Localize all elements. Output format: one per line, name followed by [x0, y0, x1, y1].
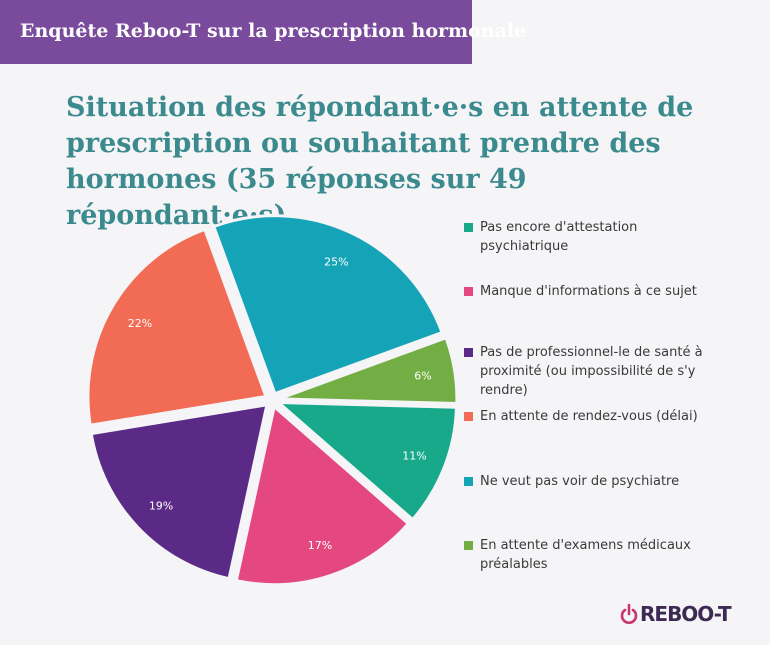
legend-swatch [464, 287, 473, 296]
legend-label: Pas encore d'attestation psychiatrique [480, 220, 638, 254]
power-icon [620, 603, 638, 624]
slice-examens [278, 335, 459, 406]
slice-attestation [274, 400, 459, 522]
slice-psychiatre-label: 25% [324, 255, 348, 268]
legend-swatch [464, 541, 473, 550]
reboo-t-logo: REBOO-T [620, 600, 740, 630]
chart-title: Situation des répondant·e·s en attente d… [66, 92, 694, 231]
legend-label: Pas de professionnel-le de santé à proxi… [480, 345, 703, 398]
banner-title: Enquête Reboo-T sur la prescription horm… [20, 20, 527, 42]
legend-swatch [464, 477, 473, 486]
legend-swatch [464, 412, 473, 421]
header-banner: Enquête Reboo-T sur la prescription horm… [0, 0, 526, 64]
slice-informations-label: 17% [308, 539, 332, 552]
slice-professionnel [89, 402, 269, 581]
slice-informations [234, 403, 411, 587]
slice-attestation-label: 11% [402, 450, 426, 463]
legend-swatch [464, 348, 473, 357]
legend-swatch [464, 223, 473, 232]
legend-label: En attente de rendez-vous (délai) [480, 409, 698, 424]
slice-rendez-vous-label: 22% [128, 317, 152, 330]
slice-rendez-vous [86, 227, 268, 427]
legend-label: Manque d'informations à ce sujet [480, 284, 697, 299]
legend-label: Ne veut pas voir de psychiatre [480, 474, 680, 489]
logo-text: REBOO-T [640, 602, 732, 626]
legend-label: En attente d'examens médicaux préalables [480, 538, 691, 572]
slice-psychiatre [211, 214, 445, 396]
slice-professionnel-label: 19% [149, 499, 173, 512]
slice-examens-label: 6% [414, 369, 431, 382]
